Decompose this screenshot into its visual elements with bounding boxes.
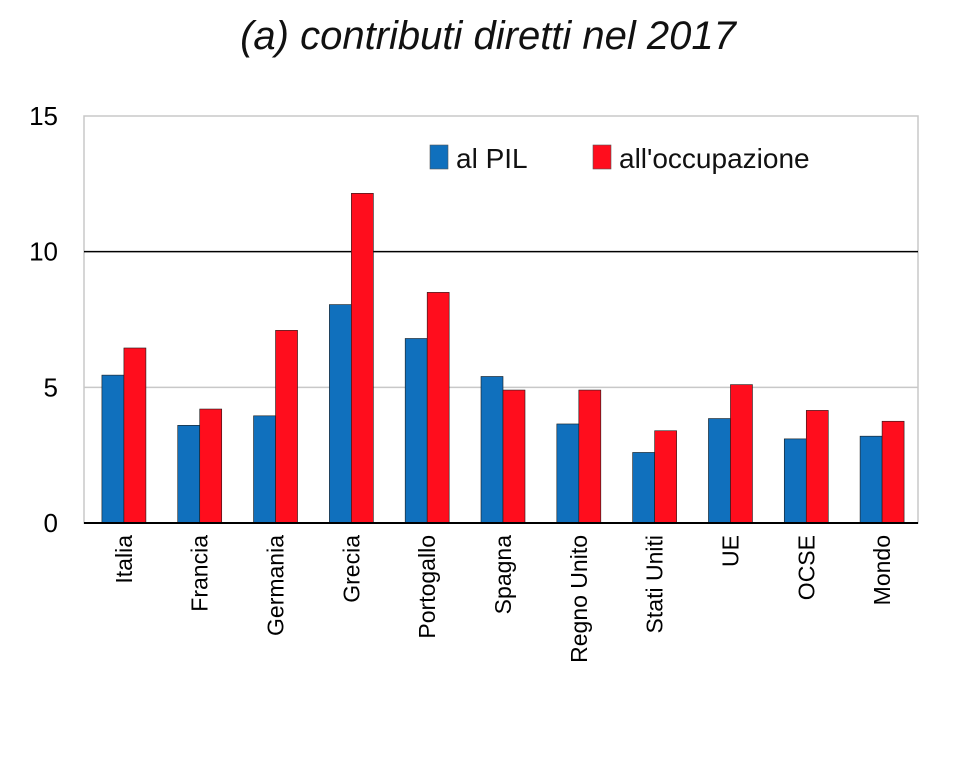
legend-swatch (429, 144, 449, 170)
bar-al-pil (101, 374, 125, 524)
x-tick-label: Italia (111, 535, 137, 584)
bar-occupazione (654, 430, 677, 524)
bar-al-pil (859, 435, 883, 524)
x-tick-label: Spagna (490, 535, 516, 615)
x-tick-label: Stati Uniti (642, 535, 668, 633)
legend-label: all'occupazione (619, 143, 810, 174)
bar-al-pil (708, 418, 731, 524)
bar-al-pil (253, 415, 276, 524)
bar-al-pil (177, 425, 201, 524)
y-tick-label: 10 (29, 237, 58, 267)
x-tick-label: Regno Unito (566, 535, 592, 663)
x-tick-label: Francia (187, 535, 213, 612)
x-tick-label: OCSE (793, 535, 819, 600)
bar-occupazione (351, 193, 374, 524)
y-tick-label: 0 (44, 508, 58, 538)
x-tick-label: Mondo (869, 535, 895, 605)
bar-occupazione (199, 408, 223, 524)
x-tick-label: UE (717, 535, 743, 567)
bar-occupazione (881, 420, 905, 524)
x-tick-label: Portogallo (414, 535, 440, 639)
bar-occupazione (426, 292, 450, 524)
legend-swatch (592, 144, 612, 170)
bar-al-pil (404, 338, 428, 524)
chart-title: (a) contributi diretti nel 2017 (240, 14, 736, 58)
bar-al-pil (632, 452, 655, 524)
bar-occupazione (730, 384, 753, 524)
bar-occupazione (123, 347, 147, 524)
bar-occupazione (502, 389, 526, 524)
bar-occupazione (805, 410, 829, 524)
y-tick-label: 15 (29, 101, 58, 131)
bar-al-pil (480, 376, 504, 524)
legend-label: al PIL (456, 143, 528, 174)
bar-occupazione (275, 330, 298, 524)
bar-occupazione (578, 389, 602, 524)
x-tick-label: Grecia (338, 535, 364, 603)
bar-al-pil (329, 304, 352, 524)
bar-al-pil (556, 423, 580, 524)
y-tick-label: 5 (44, 372, 58, 402)
x-tick-label: Germania (263, 535, 289, 636)
bar-al-pil (783, 438, 807, 524)
